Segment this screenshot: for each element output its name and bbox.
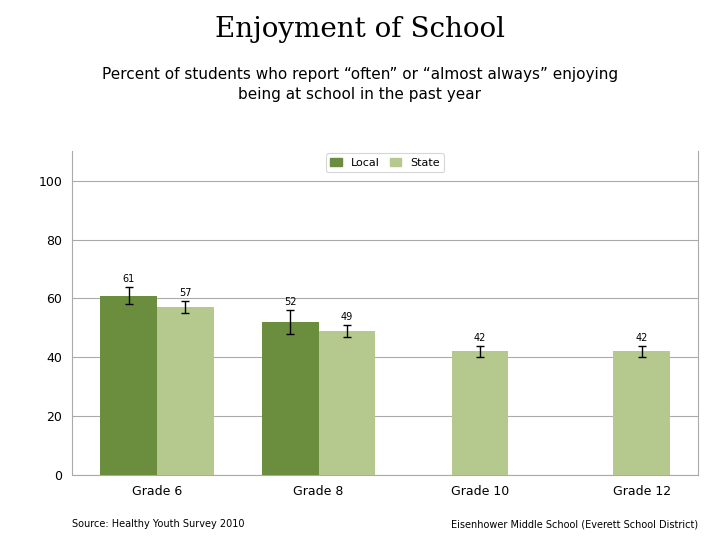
Text: 57: 57	[179, 288, 192, 299]
Bar	[157, 307, 214, 475]
Text: Eisenhower Middle School (Everett School District): Eisenhower Middle School (Everett School…	[451, 519, 698, 529]
Text: 52: 52	[284, 298, 297, 307]
Bar	[318, 331, 375, 475]
Text: 49: 49	[341, 312, 353, 322]
Bar	[262, 322, 318, 475]
Text: 61: 61	[122, 274, 135, 284]
Text: 42: 42	[474, 333, 486, 343]
Text: 42: 42	[636, 333, 648, 343]
Legend: Local, State: Local, State	[326, 153, 444, 172]
Text: Percent of students who report “often” or “almost always” enjoying
being at scho: Percent of students who report “often” o…	[102, 68, 618, 102]
Text: Enjoyment of School: Enjoyment of School	[215, 16, 505, 43]
Bar	[101, 295, 157, 475]
Bar	[452, 352, 508, 475]
Bar	[613, 352, 670, 475]
Text: Source: Healthy Youth Survey 2010: Source: Healthy Youth Survey 2010	[72, 519, 245, 529]
